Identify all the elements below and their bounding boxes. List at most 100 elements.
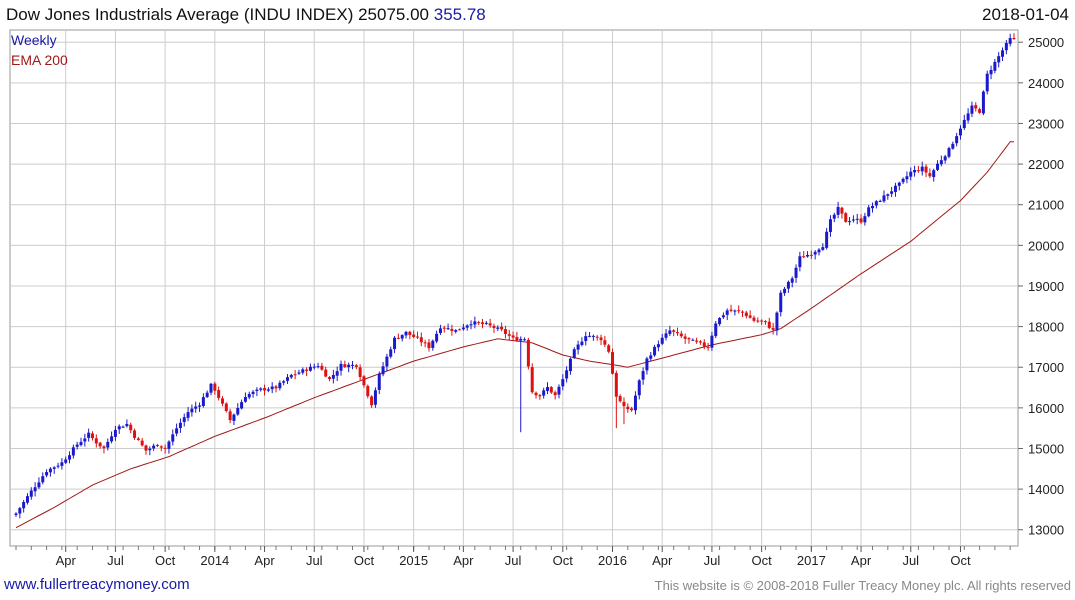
- candle-body: [285, 377, 289, 381]
- candle-body: [599, 337, 603, 341]
- candle-body: [71, 447, 75, 456]
- candle-body: [274, 386, 278, 389]
- candle-body: [18, 508, 22, 514]
- x-tick-label: Oct: [752, 553, 773, 568]
- candle-body: [117, 426, 121, 430]
- candle-body: [622, 401, 626, 407]
- candle-body: [645, 358, 649, 371]
- candle-body: [320, 365, 324, 370]
- candle-body: [530, 367, 534, 393]
- candle-body: [672, 330, 676, 332]
- candle-body: [113, 429, 117, 437]
- candle-body: [404, 331, 408, 336]
- candle-body: [110, 436, 114, 442]
- candle-body: [427, 342, 431, 349]
- candle-body: [874, 201, 878, 206]
- candle-body: [821, 247, 825, 250]
- candle-body: [87, 432, 91, 438]
- candle-body: [534, 392, 538, 396]
- candle-body: [511, 335, 515, 338]
- candle-body: [779, 292, 783, 313]
- candle-body: [664, 333, 668, 338]
- candle-body: [851, 219, 855, 221]
- candle-body: [588, 335, 592, 337]
- candle-body: [339, 363, 343, 371]
- candle-body: [33, 487, 37, 492]
- candle-body: [580, 341, 584, 345]
- candle-body: [488, 323, 492, 326]
- candle-body: [1004, 43, 1008, 51]
- candle-body: [985, 73, 989, 92]
- candle-body: [859, 218, 863, 223]
- candle-body: [871, 206, 875, 209]
- candle-body: [794, 267, 798, 278]
- y-tick-label: 19000: [1028, 279, 1064, 294]
- x-tick-label: 2017: [797, 553, 826, 568]
- x-tick-label: Apr: [254, 553, 275, 568]
- candle-body: [756, 320, 760, 322]
- candle-body: [492, 325, 496, 329]
- candle-body: [312, 366, 316, 368]
- x-tick-label: Oct: [155, 553, 176, 568]
- x-tick-label: 2015: [399, 553, 428, 568]
- ema-line: [15, 141, 1014, 529]
- candle-body: [419, 337, 423, 343]
- candle-body: [408, 331, 412, 335]
- footer-site-link[interactable]: www.fullertreacymoney.com: [4, 576, 190, 593]
- candle-body: [557, 386, 561, 395]
- candle-body: [832, 214, 836, 219]
- legend-entry: EMA 200: [11, 52, 68, 68]
- y-tick-label: 25000: [1028, 35, 1064, 50]
- candle-body: [64, 459, 68, 463]
- candle-body: [477, 322, 481, 324]
- candle-body: [668, 330, 672, 334]
- candle-body: [603, 340, 607, 345]
- axes: 13000 14000 15000 16000 17000 18000 19000 20000…: [15, 35, 1064, 568]
- candle-body: [148, 448, 152, 451]
- candle-body: [515, 337, 519, 341]
- candle-body: [102, 446, 106, 449]
- candle-body: [331, 374, 335, 379]
- candle-body: [366, 385, 370, 397]
- candle-body: [198, 405, 202, 407]
- candle-body: [721, 315, 725, 318]
- candle-body: [955, 136, 959, 144]
- candle-body: [641, 371, 645, 380]
- candle-body: [377, 373, 381, 390]
- candle-body: [458, 329, 462, 331]
- candle-body: [947, 148, 951, 157]
- candle-body: [630, 408, 634, 411]
- candle-body: [718, 318, 722, 325]
- x-tick-label: Apr: [652, 553, 673, 568]
- candle-body: [748, 315, 752, 318]
- candle-body: [595, 336, 599, 338]
- x-tick-label: Apr: [453, 553, 474, 568]
- candle-body: [52, 467, 56, 469]
- candle-body: [997, 56, 1001, 63]
- candle-body: [121, 426, 125, 428]
- candle-body: [886, 194, 890, 196]
- candle-body: [308, 366, 312, 371]
- candle-body: [56, 465, 60, 467]
- candle-body: [385, 356, 389, 367]
- candle-body: [546, 387, 550, 391]
- candle-body: [752, 317, 756, 321]
- y-tick-label: 15000: [1028, 441, 1064, 456]
- candle-body: [389, 349, 393, 357]
- candle-body: [370, 396, 374, 406]
- candle-body: [159, 446, 163, 448]
- candle-body: [939, 160, 943, 165]
- candle-body: [305, 369, 309, 371]
- x-tick-label: Jul: [902, 553, 919, 568]
- candle-body: [125, 423, 129, 427]
- candle-body: [263, 388, 267, 391]
- candle-body: [626, 406, 630, 410]
- candle-body: [549, 387, 553, 393]
- candle-body: [660, 337, 664, 344]
- candle-body: [905, 176, 909, 180]
- candle-body: [867, 207, 871, 217]
- candle-body: [175, 428, 179, 434]
- x-tick-label: Oct: [354, 553, 375, 568]
- candle-body: [328, 377, 332, 379]
